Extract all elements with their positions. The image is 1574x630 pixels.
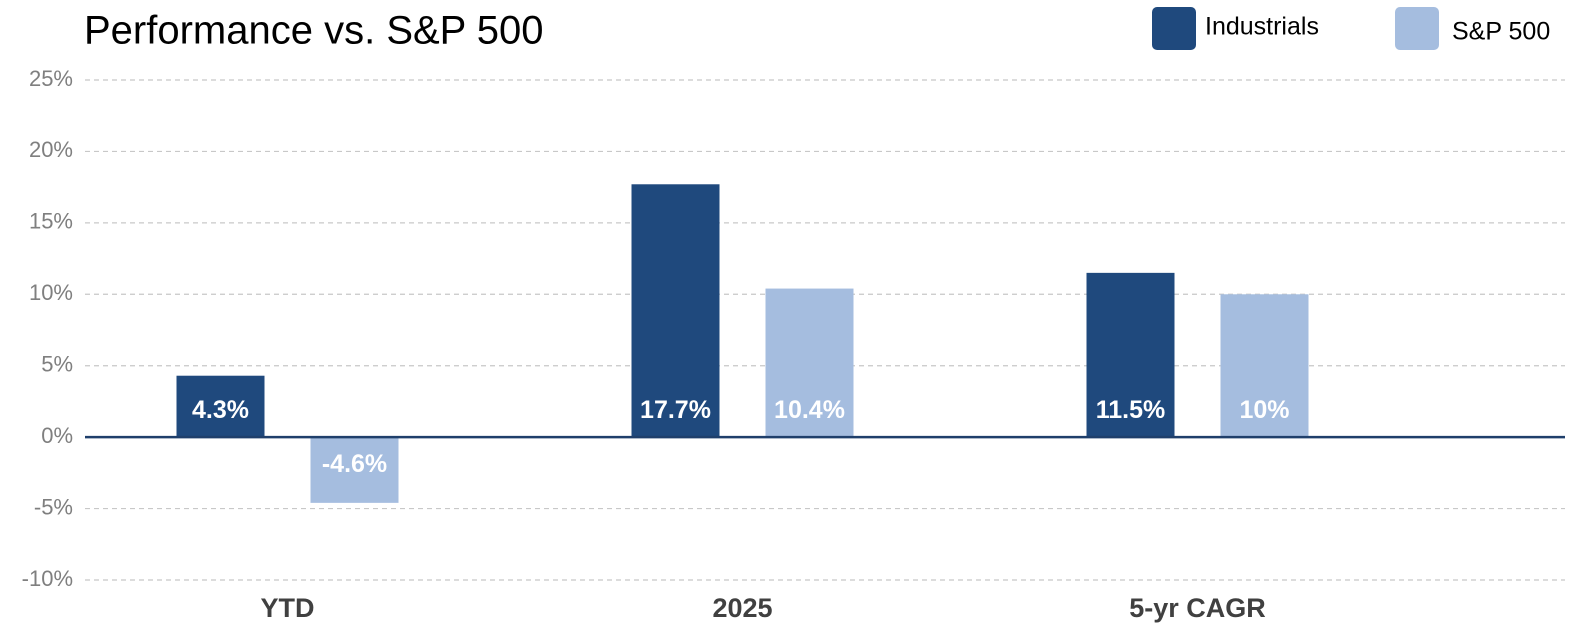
y-tick-label: -5% [34, 494, 73, 519]
y-tick-label: 0% [41, 423, 73, 448]
y-tick-label: 10% [29, 280, 73, 305]
y-tick-label: 5% [41, 352, 73, 377]
legend-label: Industrials [1205, 13, 1319, 41]
chart-title: Performance vs. S&P 500 [84, 9, 544, 53]
value-label: 10.4% [774, 396, 845, 424]
bar [1086, 272, 1175, 438]
y-tick-label: 15% [29, 209, 73, 234]
value-label: 4.3% [192, 396, 249, 424]
y-tick-label: -10% [22, 566, 73, 591]
value-label: 17.7% [640, 396, 711, 424]
y-tick-label: 20% [29, 137, 73, 162]
y-tick-label: 25% [29, 66, 73, 91]
x-tick-label: YTD [261, 593, 315, 623]
bar [176, 375, 265, 438]
legend-label: S&P 500 [1452, 18, 1550, 46]
value-label: 11.5% [1096, 396, 1166, 424]
legend-swatch [1152, 7, 1196, 50]
value-label: 10% [1239, 396, 1289, 424]
legend-swatch [1395, 7, 1439, 50]
bar [631, 184, 720, 438]
bar [310, 437, 399, 503]
value-label: -4.6% [322, 450, 387, 478]
x-tick-label: 2025 [712, 593, 772, 623]
x-tick-label: 5-yr CAGR [1129, 593, 1266, 623]
bar [765, 288, 854, 438]
bar [1220, 294, 1309, 438]
